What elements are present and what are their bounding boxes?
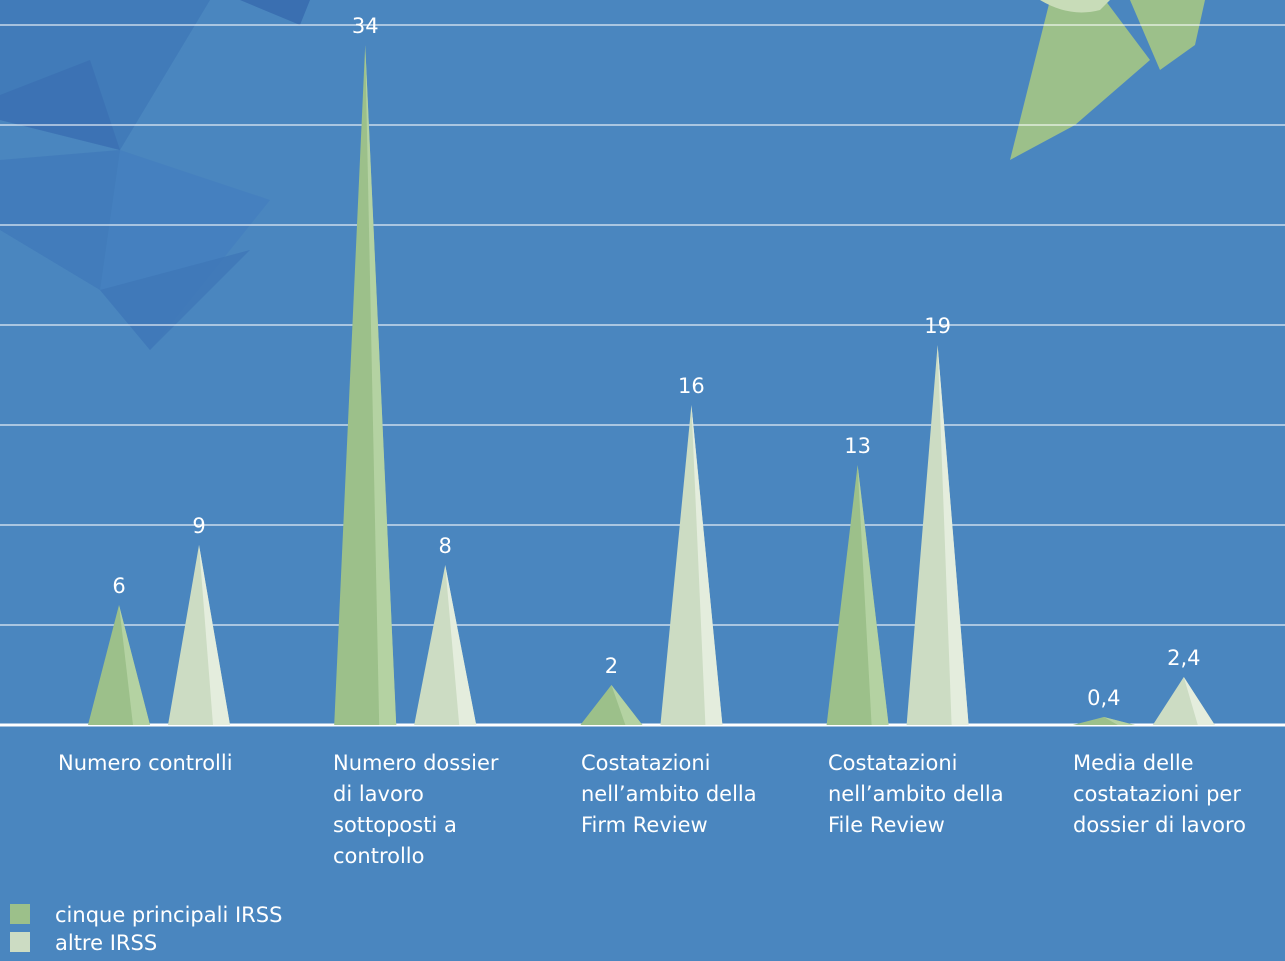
value-label: 6 xyxy=(112,574,125,598)
value-label: 16 xyxy=(678,374,705,398)
x-tick-label: Costatazioni nell’ambito della File Revi… xyxy=(828,751,1004,837)
spike-highlight xyxy=(937,345,969,725)
spike-highlight xyxy=(119,605,150,725)
x-tick-label: Media delle costatazioni per dossier di … xyxy=(1073,751,1246,837)
value-label: 19 xyxy=(924,314,951,338)
value-label: 2 xyxy=(605,654,618,678)
value-label: 2,4 xyxy=(1167,646,1200,670)
value-label: 0,4 xyxy=(1087,686,1120,710)
value-label: 8 xyxy=(439,534,452,558)
spike-highlight xyxy=(857,465,889,725)
x-tick-label: Costatazioni nell’ambito della Firm Revi… xyxy=(581,751,757,837)
legend-label: altre IRSS xyxy=(55,931,157,955)
spike-highlight xyxy=(365,45,397,725)
spike-highlight xyxy=(199,545,230,725)
background-decoration xyxy=(0,0,1205,350)
spike-highlight xyxy=(691,405,723,725)
value-label: 13 xyxy=(844,434,871,458)
spike-highlight xyxy=(1183,677,1215,725)
legend-swatch xyxy=(10,904,30,924)
spike-highlight xyxy=(445,565,477,725)
legend-label: cinque principali IRSS xyxy=(55,903,282,927)
spike-highlight xyxy=(1103,717,1135,725)
value-label: 34 xyxy=(352,14,379,38)
x-tick-label: Numero dossier di lavoro sottoposti a co… xyxy=(333,751,499,868)
value-label: 9 xyxy=(192,514,205,538)
x-tick-label: Numero controlli xyxy=(58,751,233,775)
legend-swatch xyxy=(10,932,30,952)
spike-highlight xyxy=(611,685,643,725)
